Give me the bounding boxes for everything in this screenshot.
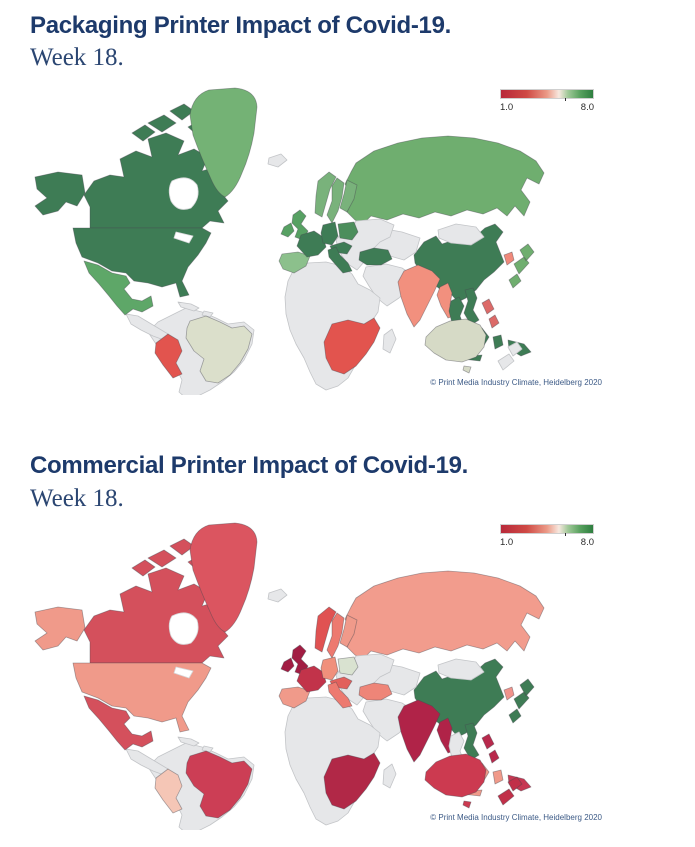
commercial-color-legend: 1.0 8.0 bbox=[500, 524, 594, 548]
country-japan bbox=[508, 243, 535, 289]
country-finland bbox=[339, 179, 358, 213]
country-turkey bbox=[358, 247, 393, 266]
country-skorea bbox=[503, 686, 515, 701]
country-nz bbox=[497, 341, 523, 371]
country-norway bbox=[314, 171, 337, 218]
country-iceland bbox=[267, 588, 288, 603]
country-peru bbox=[154, 768, 183, 814]
legend-tick-mark bbox=[565, 98, 567, 101]
country-nz bbox=[497, 776, 523, 806]
country-india bbox=[397, 699, 441, 763]
country-japan bbox=[508, 678, 535, 724]
country-poland bbox=[337, 221, 359, 241]
country-usa bbox=[72, 662, 212, 733]
water-greatLakes bbox=[173, 666, 194, 679]
country-greenland bbox=[189, 87, 258, 198]
packaging-color-legend: 1.0 8.0 bbox=[500, 89, 594, 113]
world-map-packaging: 1.0 8.0 © Print Media Industry Climate, … bbox=[30, 85, 690, 395]
country-skorea bbox=[503, 251, 515, 266]
country-australia bbox=[424, 318, 487, 374]
country-germany bbox=[320, 656, 339, 681]
country-india bbox=[397, 264, 441, 328]
country-usa bbox=[72, 227, 212, 298]
country-italy bbox=[327, 681, 353, 709]
country-peru bbox=[154, 333, 183, 379]
country-mongolia bbox=[437, 658, 485, 681]
country-ireland bbox=[280, 657, 295, 673]
country-southernAfrica bbox=[323, 317, 381, 375]
country-philippines bbox=[481, 298, 500, 329]
legend-min-label: 1.0 bbox=[500, 537, 514, 548]
country-iceland bbox=[267, 153, 288, 168]
country-caribbean bbox=[177, 736, 214, 753]
country-ireland bbox=[280, 222, 295, 238]
country-australia bbox=[424, 753, 487, 809]
country-brazil bbox=[185, 315, 253, 384]
country-poland bbox=[337, 656, 359, 676]
packaging-title: Packaging Printer Impact of Covid-19. bbox=[30, 12, 452, 39]
country-iberia bbox=[278, 251, 311, 274]
legend-gradient-bar bbox=[500, 89, 594, 101]
world-map-svg bbox=[34, 87, 545, 395]
water-greatLakes bbox=[173, 231, 194, 244]
country-iberia bbox=[278, 686, 311, 709]
country-southernAfrica bbox=[323, 752, 381, 810]
country-mexico bbox=[83, 695, 154, 751]
commercial-title: Commercial Printer Impact of Covid-19. bbox=[30, 452, 469, 479]
country-madagascar bbox=[382, 763, 397, 789]
world-map-svg bbox=[34, 522, 545, 830]
country-mexico bbox=[83, 260, 154, 316]
country-vietnam bbox=[463, 287, 480, 326]
commercial-subtitle: Week 18. bbox=[30, 485, 124, 512]
country-philippines bbox=[481, 733, 500, 764]
country-france bbox=[296, 230, 327, 258]
country-finland bbox=[339, 614, 358, 648]
country-alaska bbox=[34, 171, 86, 216]
country-norway bbox=[314, 606, 337, 653]
country-greenland bbox=[189, 522, 258, 633]
country-madagascar bbox=[382, 328, 397, 354]
country-russia bbox=[344, 570, 545, 660]
country-mongolia bbox=[437, 223, 485, 246]
legend-min-label: 1.0 bbox=[500, 102, 514, 113]
country-alaska bbox=[34, 606, 86, 651]
country-italy bbox=[327, 246, 353, 274]
country-caribbean bbox=[177, 301, 214, 318]
country-germany bbox=[320, 221, 339, 246]
legend-max-label: 8.0 bbox=[580, 537, 594, 548]
legend-max-label: 8.0 bbox=[580, 102, 594, 113]
water-hudsonBay bbox=[168, 612, 199, 645]
country-russia bbox=[344, 135, 545, 225]
country-brazil bbox=[185, 750, 253, 819]
country-turkey bbox=[358, 682, 393, 701]
packaging-subtitle: Week 18. bbox=[30, 44, 124, 71]
world-map-commercial: 1.0 8.0 © Print Media Industry Climate, … bbox=[30, 520, 690, 830]
country-france bbox=[296, 665, 327, 693]
water-hudsonBay bbox=[168, 177, 199, 210]
country-vietnam bbox=[463, 722, 480, 761]
packaging-copyright: © Print Media Industry Climate, Heidelbe… bbox=[430, 378, 602, 387]
legend-tick-mark bbox=[565, 533, 567, 536]
commercial-copyright: © Print Media Industry Climate, Heidelbe… bbox=[430, 813, 602, 822]
legend-gradient-bar bbox=[500, 524, 594, 536]
